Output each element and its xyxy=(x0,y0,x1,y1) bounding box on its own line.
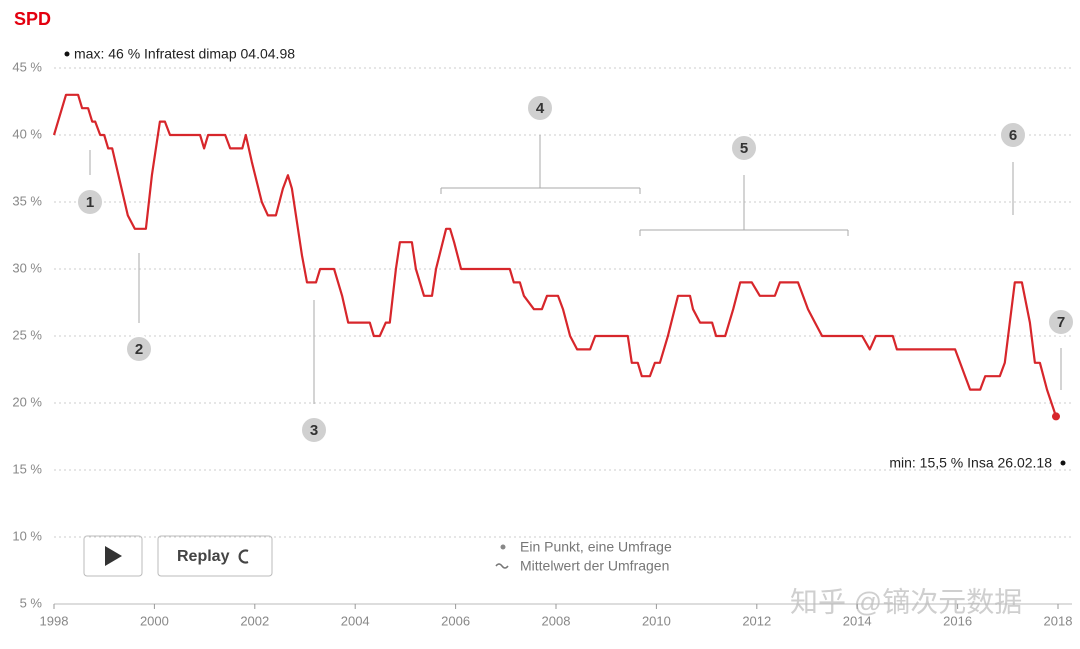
event-label: 6 xyxy=(1009,127,1017,144)
event-marker xyxy=(1047,308,1075,336)
event-marker xyxy=(526,94,554,122)
y-tick-label: 20 % xyxy=(12,394,42,409)
x-tick-label: 2018 xyxy=(1044,613,1073,628)
event-label: 7 xyxy=(1057,314,1065,331)
logo: SPD xyxy=(14,9,51,29)
min-label: min: 15,5 % Insa 26.02.18 xyxy=(889,455,1052,471)
legend-dot xyxy=(500,544,506,550)
x-tick-label: 2004 xyxy=(341,613,370,628)
y-tick-label: 5 % xyxy=(20,595,43,610)
event-label: 4 xyxy=(536,100,545,117)
event-marker xyxy=(125,335,153,363)
min-dot xyxy=(1060,460,1066,466)
event-marker xyxy=(300,416,328,444)
x-tick-label: 2006 xyxy=(441,613,470,628)
x-tick-label: 2000 xyxy=(140,613,169,628)
legend-line: Mittelwert der Umfragen xyxy=(520,558,669,574)
plot: 5 % 10 % 15 % 20 % 25 % 30 % 35 % 40 % 45 % 1998 2… xyxy=(12,59,1075,628)
event-label: 3 xyxy=(310,422,318,439)
x-tick-label: 1998 xyxy=(40,613,69,628)
end-point xyxy=(1051,412,1060,421)
y-tick-label: 15 % xyxy=(12,461,42,476)
play-button[interactable] xyxy=(83,535,143,577)
x-tick-label: 2016 xyxy=(943,613,972,628)
event-marker xyxy=(999,121,1027,149)
x-tick-label: 2010 xyxy=(642,613,671,628)
x-tick-label: 2014 xyxy=(843,613,872,628)
legend-points: Ein Punkt, eine Umfrage xyxy=(520,539,672,555)
watermark: 知乎 @镝次元数据 xyxy=(790,586,1022,617)
event-label: 2 xyxy=(135,341,143,358)
event-label: 5 xyxy=(740,140,748,157)
y-tick-label: 45 % xyxy=(12,59,42,74)
play-icon[interactable] xyxy=(105,546,122,566)
replay-icon[interactable] xyxy=(238,549,249,564)
replay-box[interactable] xyxy=(157,535,273,577)
replay-button[interactable]: Replay xyxy=(157,535,273,577)
x-tick-label: 2012 xyxy=(742,613,771,628)
replay-label[interactable]: Replay xyxy=(177,548,230,565)
event-label: 1 xyxy=(86,194,94,211)
legend-line-icon xyxy=(495,563,509,569)
event-marker xyxy=(730,134,758,162)
y-tick-label: 30 % xyxy=(12,260,42,275)
y-tick-label: 25 % xyxy=(12,327,42,342)
max-label: max: 46 % Infratest dimap 04.04.98 xyxy=(74,46,295,62)
event-marker xyxy=(76,188,104,216)
series-line xyxy=(52,93,1058,417)
max-dot xyxy=(64,51,70,57)
y-tick-label: 40 % xyxy=(12,126,42,141)
y-tick-label: 10 % xyxy=(12,528,42,543)
y-tick-label: 35 % xyxy=(12,193,42,208)
x-tick-label: 2008 xyxy=(542,613,571,628)
x-tick-label: 2002 xyxy=(240,613,269,628)
